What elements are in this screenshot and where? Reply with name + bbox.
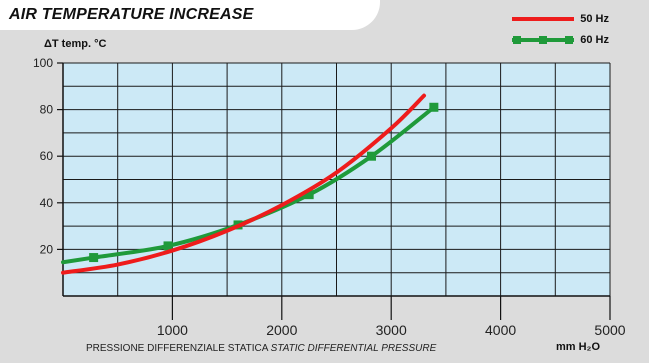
y-tick-label: 100 [33, 56, 53, 70]
chart-title: AIR TEMPERATURE INCREASE [9, 6, 254, 23]
data-point-60hz [367, 151, 377, 161]
data-point-60hz [89, 253, 99, 263]
x-tick-label: 1000 [157, 322, 188, 338]
y-tick-label: 60 [40, 149, 54, 163]
legend-swatch-60hz [512, 36, 575, 44]
x-axis-label: PRESSIONE DIFFERENZIALE STATICA STATIC D… [0, 343, 649, 354]
legend-label-60hz: 60 Hz [580, 34, 609, 46]
legend-item-60hz: 60 Hz [512, 34, 609, 46]
data-point-60hz [163, 241, 173, 251]
x-axis-label-it: PRESSIONE DIFFERENZIALE STATICA [86, 343, 268, 354]
title-tab [0, 0, 380, 30]
legend-swatch-50hz [512, 17, 575, 21]
x-tick-label: 5000 [594, 322, 625, 338]
y-tick-label: 40 [40, 196, 54, 210]
legend-item-50hz: 50 Hz [512, 13, 609, 25]
x-tick-label: 4000 [485, 322, 516, 338]
x-tick-label: 3000 [376, 322, 407, 338]
x-axis-label-en: STATIC DIFFERENTIAL PRESSURE [270, 343, 437, 354]
series-line-50hz [61, 93, 427, 275]
x-tick-label: 2000 [266, 322, 297, 338]
y-axis-label: ΔT temp. °C [44, 38, 107, 50]
y-tick-label: 80 [40, 103, 54, 117]
legend-label-50hz: 50 Hz [580, 13, 609, 25]
x-axis-unit: mm H₂O [556, 341, 601, 353]
data-point-60hz [429, 102, 439, 112]
y-tick-label: 20 [40, 242, 54, 256]
data-point-60hz [304, 190, 314, 200]
